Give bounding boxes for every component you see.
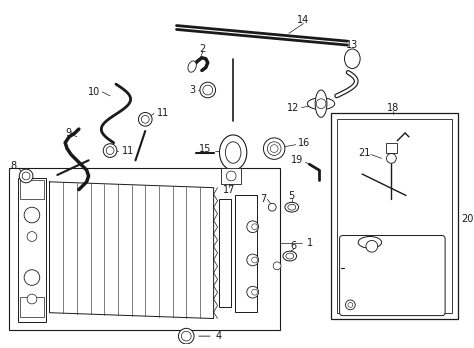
Text: 5: 5 [289,191,295,201]
Bar [18,178,46,323]
Ellipse shape [138,112,152,126]
Circle shape [22,172,30,180]
Circle shape [252,224,257,230]
Circle shape [252,289,257,295]
Bar [221,168,241,184]
Bar [331,113,458,318]
Text: 12: 12 [287,103,300,113]
Circle shape [182,331,191,341]
Circle shape [19,169,33,183]
Text: 2: 2 [200,44,206,54]
Text: 10: 10 [88,87,100,97]
Circle shape [247,221,258,232]
Ellipse shape [188,61,196,72]
Text: 14: 14 [297,15,310,25]
Circle shape [252,257,257,263]
Circle shape [316,99,326,109]
Circle shape [203,85,213,95]
Text: 4: 4 [199,331,222,341]
Text: 11: 11 [122,145,134,156]
Ellipse shape [267,142,281,156]
Ellipse shape [285,202,299,212]
Circle shape [268,203,276,211]
Circle shape [27,232,37,242]
Text: 3: 3 [189,85,195,95]
Circle shape [200,82,216,98]
Ellipse shape [288,204,296,210]
Text: 18: 18 [387,103,400,113]
Text: 17: 17 [223,185,236,195]
Circle shape [366,240,378,252]
Bar [385,143,397,152]
Circle shape [346,300,355,310]
Circle shape [226,171,236,181]
Bar [20,180,44,199]
Ellipse shape [307,98,335,110]
Circle shape [178,328,194,344]
Circle shape [273,262,281,270]
Ellipse shape [106,147,114,155]
Text: 9: 9 [65,128,71,138]
Text: 20: 20 [462,214,474,224]
FancyBboxPatch shape [339,236,445,316]
Bar [9,168,280,330]
Text: 13: 13 [346,40,358,50]
Ellipse shape [345,49,360,69]
Text: 15: 15 [199,144,212,153]
Text: 16: 16 [298,138,310,148]
Circle shape [247,254,258,266]
Circle shape [247,286,258,298]
Bar [20,297,44,317]
Ellipse shape [103,144,117,157]
Ellipse shape [283,251,297,261]
Ellipse shape [286,253,294,259]
Bar [219,199,231,307]
Circle shape [386,153,396,163]
Circle shape [24,270,40,285]
Text: 1: 1 [307,238,313,248]
Bar [235,195,256,312]
Circle shape [27,294,37,304]
Text: 19: 19 [291,155,303,165]
Polygon shape [49,182,214,318]
Text: 11: 11 [157,109,169,118]
Text: 7: 7 [260,195,266,204]
Ellipse shape [315,90,327,117]
Circle shape [348,302,353,307]
Circle shape [24,207,40,223]
Ellipse shape [358,237,382,248]
Text: 6: 6 [291,241,297,251]
Ellipse shape [270,145,278,152]
Ellipse shape [264,138,285,159]
Ellipse shape [141,116,149,123]
Ellipse shape [225,142,241,163]
Ellipse shape [219,135,247,170]
Text: 21: 21 [358,148,370,158]
Text: 8: 8 [10,161,16,171]
Bar [337,119,452,313]
